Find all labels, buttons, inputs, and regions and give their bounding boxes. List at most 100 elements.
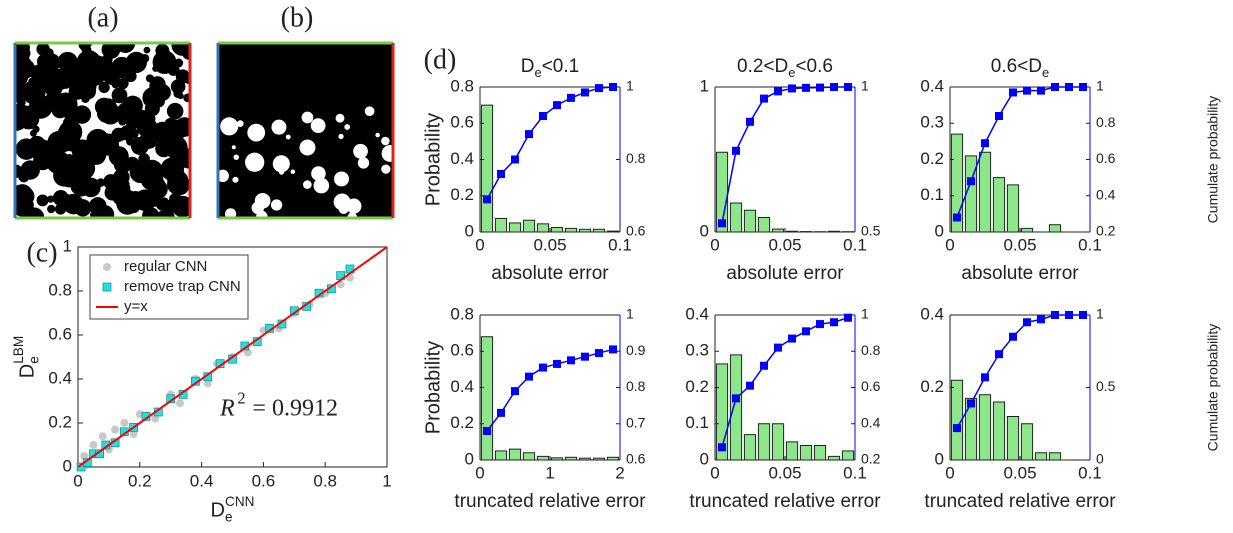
bar [481, 105, 492, 232]
y-tick-label: 0.3 [920, 113, 944, 132]
label-part: e [1042, 65, 1049, 80]
y-tick-label: 0.2 [450, 185, 474, 204]
label: Cumulate probability [1205, 324, 1221, 452]
label-part: absolute error [491, 263, 609, 284]
cumulative-marker [995, 112, 1003, 120]
texture [344, 124, 350, 130]
cumulative-marker [567, 94, 575, 102]
y-tick-label: 0.6 [450, 113, 474, 132]
cumulative-marker [1079, 311, 1087, 319]
cumulative-marker [732, 394, 740, 402]
label-part: <0.6 [795, 56, 833, 77]
texture [18, 171, 29, 182]
texture [33, 151, 52, 170]
cumulative-marker [802, 84, 810, 92]
label-part: truncated relative error [924, 491, 1116, 512]
y2-tick-label: 0.5 [861, 223, 881, 239]
label-inner: DeCNN [211, 494, 255, 524]
y2-tick-label: 1 [626, 78, 634, 94]
bar [1021, 228, 1032, 232]
bar [828, 456, 839, 460]
texture [353, 144, 368, 159]
y-tick-label: 0.4 [450, 377, 474, 396]
bar [495, 218, 506, 232]
cumulative-marker [1023, 87, 1031, 95]
texture [19, 47, 31, 59]
y-tick-label: 0 [465, 449, 474, 468]
bar [814, 446, 825, 461]
panel-label: (c) [26, 237, 57, 268]
bar [551, 227, 562, 232]
x-tick-label: 0 [475, 463, 484, 482]
y2-tick-label: 1 [861, 78, 869, 94]
cumulative-marker [1009, 88, 1017, 96]
texture [177, 93, 183, 99]
cumulative-marker [511, 156, 519, 164]
texture [286, 135, 291, 140]
cumulative-marker [953, 214, 961, 222]
x-tick-label: 2 [615, 463, 624, 482]
y2-tick-label: 0 [1096, 451, 1104, 467]
texture [60, 166, 72, 178]
label-inner: 0.2<De<0.6 [737, 56, 833, 80]
x-tick-label: 0 [945, 235, 954, 254]
texture [247, 124, 265, 142]
x-tick-label: 0 [73, 471, 82, 490]
cumulative-marker [1051, 83, 1059, 91]
bar [1007, 185, 1018, 232]
x-tick-label: 0.05 [533, 235, 566, 254]
cumulative-marker [830, 318, 838, 326]
x-tick-label: 0.05 [768, 463, 801, 482]
point [120, 419, 128, 427]
label-part: CNN [225, 494, 254, 509]
cumulative-marker [816, 84, 824, 92]
texture [132, 167, 138, 173]
figure: (a) (b) (c) (d) 00.20.40.60.8100.20.40.6… [0, 0, 1233, 533]
bar [1035, 453, 1046, 460]
bar [509, 223, 520, 232]
texture [159, 167, 169, 177]
cumulative-marker [553, 360, 561, 368]
y-tick-label: 0.8 [450, 304, 474, 323]
bar [993, 178, 1004, 232]
y2-tick-label: 0.2 [861, 451, 881, 467]
texture [111, 57, 132, 78]
texture [338, 134, 343, 139]
bar [744, 435, 755, 460]
y-tick-label: 0.4 [920, 76, 944, 95]
y2-tick-label: 1 [861, 306, 869, 322]
texture [167, 103, 184, 120]
y-tick-label: 0.8 [48, 280, 72, 299]
cumulative-marker [609, 345, 617, 353]
y-tick-label: 0.2 [920, 377, 944, 396]
label: absolute error [961, 263, 1079, 284]
bar [1021, 424, 1032, 460]
label-inner: Cumulate probability [1205, 324, 1221, 452]
texture [232, 145, 236, 149]
x-tick-label: 0.6 [252, 471, 276, 490]
x-tick-label: 0 [945, 463, 954, 482]
texture [142, 207, 159, 224]
texture [132, 55, 144, 67]
cumulative-marker [1065, 311, 1073, 319]
label-inner: truncated relative error [454, 491, 646, 512]
cumulative-marker [760, 95, 768, 103]
texture [168, 174, 190, 196]
y-tick-label: 1 [63, 236, 72, 255]
y-tick-label: 0.2 [685, 377, 709, 396]
texture [291, 170, 296, 175]
label-inner: truncated relative error [689, 491, 881, 512]
bar [1007, 417, 1018, 461]
cumulative-marker [1079, 83, 1087, 91]
label: absolute error [491, 263, 609, 284]
cumulative-line [487, 349, 613, 431]
y2-tick-label: 1 [1096, 78, 1104, 94]
label-part: e [27, 356, 42, 364]
y2-tick-label: 0.6 [626, 451, 646, 467]
label-part: R [219, 396, 235, 422]
legend-label: y=x [124, 298, 148, 315]
texture [96, 105, 102, 111]
cumulative-marker [746, 382, 754, 390]
y2-tick-label: 0.9 [626, 342, 646, 358]
